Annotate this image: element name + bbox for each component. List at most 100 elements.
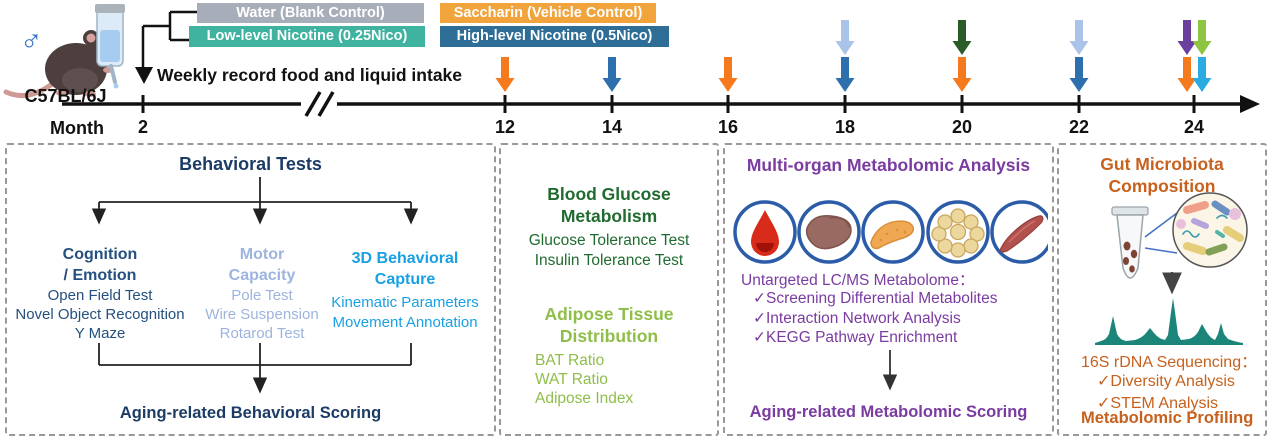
chromatogram-icon bbox=[1095, 298, 1243, 345]
legend-item: High-level Nicotine (0.5Nico) bbox=[440, 26, 669, 47]
behavioral-column-items: Pole Test Wire Suspension Rotarod Test bbox=[149, 286, 375, 343]
water-bottle-icon bbox=[95, 4, 125, 89]
check-icon: ✓ bbox=[753, 290, 766, 307]
microbiota-title-line: Composition bbox=[1108, 176, 1216, 196]
treatment-arrow-bottom bbox=[835, 57, 855, 92]
blood-icon bbox=[751, 210, 779, 256]
legend-bracket bbox=[141, 10, 197, 68]
microbiome-circle-illustration bbox=[1172, 192, 1248, 268]
pancreas-icon bbox=[870, 220, 915, 250]
panel-metabolomics: Multi-organ Metabolomic Analysis bbox=[723, 143, 1054, 436]
panel-gut-microbiota: Gut Microbiota Composition bbox=[1057, 143, 1267, 436]
treatment-arrow-bottom bbox=[495, 57, 515, 92]
header-line: 3D Behavioral bbox=[351, 250, 459, 267]
strain-label: C57BL/6J bbox=[24, 86, 107, 106]
microbiota-title: Gut Microbiota Composition bbox=[1059, 153, 1265, 197]
header-line: Capacity bbox=[228, 267, 296, 284]
microbiota-title-line: Gut Microbiota bbox=[1100, 154, 1224, 174]
microbiota-footer: Metabolomic Profiling bbox=[1081, 409, 1254, 427]
treatment-arrow-bottom bbox=[1177, 57, 1197, 92]
behavioral-footer: Aging-related Behavioral Scoring bbox=[119, 404, 382, 422]
check-item: ✓KEGG Pathway Enrichment bbox=[753, 328, 997, 348]
treatment-arrow-top bbox=[952, 20, 972, 55]
check-item-label: KEGG Pathway Enrichment bbox=[766, 329, 958, 346]
behavioral-item: Kinematic Parameters bbox=[331, 294, 479, 311]
panel-glucose-adipose: Blood Glucose Metabolism Glucose Tolerance… bbox=[499, 143, 719, 436]
sample-tube-icon bbox=[1111, 206, 1149, 279]
metabolomics-flow-arrow bbox=[882, 350, 898, 391]
behavioral-item: Novel Object Recognition bbox=[15, 306, 185, 323]
check-item-label: Screening Differential Metabolites bbox=[766, 290, 998, 307]
axis-label-month: Month bbox=[50, 118, 104, 138]
metabolomics-title: Multi-organ Metabolomic Analysis bbox=[746, 155, 1031, 175]
adipose-tissue-icon bbox=[931, 208, 985, 258]
metabolome-list-header: Untargeted LC/MS Metabolome： bbox=[741, 272, 975, 289]
axis-break-slash bbox=[317, 91, 335, 117]
tick-label: 22 bbox=[1068, 117, 1090, 137]
header-line: Capture bbox=[374, 271, 436, 288]
behavioral-item: Wire Suspension bbox=[205, 306, 319, 323]
check-item: ✓Diversity Analysis bbox=[1097, 371, 1235, 393]
behavioral-item: Rotarod Test bbox=[219, 325, 305, 342]
section-title-line: Metabolism bbox=[560, 206, 658, 226]
metabolomics-footer: Aging-related Metabolomic Scoring bbox=[749, 403, 1028, 421]
liver-icon bbox=[805, 215, 852, 250]
treatment-arrow-top bbox=[1192, 20, 1212, 55]
legend-item: Low-level Nicotine (0.25Nico) bbox=[189, 26, 425, 47]
treatment-arrow-bottom bbox=[602, 57, 622, 92]
section-items: Glucose Tolerance Test Insulin Tolerance … bbox=[501, 231, 717, 271]
check-item-label: STEM Analysis bbox=[1110, 395, 1218, 412]
axis-break-slash bbox=[304, 91, 322, 117]
sequencing-list-header: 16S rDNA Sequencing： bbox=[1081, 354, 1258, 371]
section-item: WAT Ratio bbox=[535, 371, 608, 388]
tick-label: 2 bbox=[137, 117, 148, 137]
check-item: ✓Interaction Network Analysis bbox=[753, 309, 997, 329]
tick-label: 18 bbox=[834, 117, 856, 137]
behavioral-column-header: 3D Behavioral Capture bbox=[319, 248, 491, 290]
behavioral-title: Behavioral Tests bbox=[179, 154, 322, 174]
behavioral-column-items: Open Field Test Novel Object Recognition Y… bbox=[0, 286, 213, 343]
tick-label: 16 bbox=[717, 117, 739, 137]
weekly-note: Weekly record food and liquid intake bbox=[157, 65, 463, 85]
header-line: / Emotion bbox=[63, 267, 137, 284]
check-icon: ✓ bbox=[1097, 395, 1111, 412]
check-item-label: Interaction Network Analysis bbox=[766, 309, 961, 327]
treatment-arrow-bottom bbox=[952, 57, 972, 92]
section-title: Blood Glucose Metabolism bbox=[501, 183, 717, 227]
tick-label: 12 bbox=[494, 117, 516, 137]
header-line: Cognition bbox=[62, 246, 138, 263]
section-item: BAT Ratio bbox=[535, 352, 605, 369]
section-item: Adipose Index bbox=[535, 390, 634, 407]
sequencing-checklist: ✓Diversity Analysis ✓STEM Analysis bbox=[1097, 371, 1235, 415]
header-line: Motor bbox=[239, 246, 285, 263]
behavioral-item: Pole Test bbox=[231, 287, 293, 304]
tick-label: 24 bbox=[1183, 117, 1205, 137]
check-item: ✓STEM Analysis bbox=[1097, 393, 1235, 415]
weekly-note-arrow-icon bbox=[135, 67, 153, 84]
treatment-arrow-top bbox=[1069, 20, 1089, 55]
tick-label: 14 bbox=[601, 117, 623, 137]
microbiota-illustration bbox=[1095, 192, 1248, 345]
behavioral-item: Open Field Test bbox=[47, 287, 153, 304]
section-title-line: Blood Glucose bbox=[547, 184, 671, 204]
behavioral-column-header: Motor Capacity bbox=[169, 244, 355, 286]
legend-item: Saccharin (Vehicle Control) bbox=[440, 3, 656, 23]
section-title-line: Distribution bbox=[559, 326, 659, 346]
section-items: BAT Ratio WAT Ratio Adipose Index bbox=[535, 351, 717, 408]
section-title-line: Adipose Tissue bbox=[544, 304, 674, 324]
treatment-arrows bbox=[495, 20, 1212, 92]
tick-label: 20 bbox=[951, 117, 973, 137]
timeline-artwork bbox=[3, 4, 1260, 117]
section-title: Adipose Tissue Distribution bbox=[501, 303, 717, 347]
organ-icons-row bbox=[733, 200, 1048, 264]
treatment-arrow-bottom bbox=[1069, 57, 1089, 92]
section-item: Glucose Tolerance Test bbox=[528, 232, 690, 249]
timeline-ticks bbox=[141, 95, 1196, 113]
legend-item: Water (Blank Control) bbox=[197, 3, 424, 23]
section-item: Insulin Tolerance Test bbox=[534, 252, 684, 269]
treatment-arrow-bottom bbox=[1192, 57, 1212, 92]
muscle-icon bbox=[999, 215, 1044, 253]
behavioral-flow-connectors bbox=[91, 177, 419, 394]
treatment-arrow-top bbox=[835, 20, 855, 55]
